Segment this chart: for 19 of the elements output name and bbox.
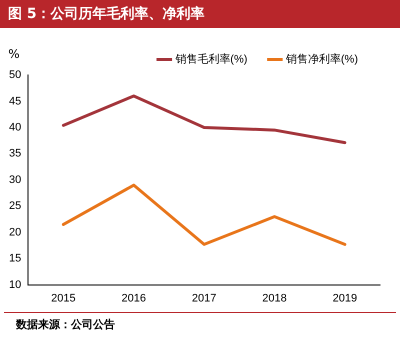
y-axis-title: %	[8, 47, 20, 62]
source-note: 数据来源：公司公告	[4, 312, 396, 332]
legend-label: 销售净利率(%)	[284, 52, 358, 66]
chart-title: 图 5：公司历年毛利率、净利率	[0, 0, 400, 28]
x-tick-label: 2016	[122, 292, 146, 304]
y-tick-label: 15	[8, 252, 22, 265]
y-tick-label: 30	[8, 174, 22, 186]
x-tick-label: 2019	[332, 292, 358, 304]
y-tick-label: 40	[8, 121, 22, 134]
x-tick-label: 2017	[192, 292, 216, 304]
y-tick-label: 50	[8, 69, 22, 82]
y-tick-label: 25	[8, 200, 22, 212]
y-tick-label: 20	[8, 226, 22, 238]
legend-label: 销售毛利率(%)	[174, 52, 248, 66]
x-tick-label: 2018	[262, 292, 287, 304]
y-tick-label: 10	[8, 278, 22, 291]
y-tick-label: 35	[8, 148, 22, 160]
y-tick-label: 45	[8, 95, 22, 108]
x-tick-label: 2015	[51, 292, 76, 304]
